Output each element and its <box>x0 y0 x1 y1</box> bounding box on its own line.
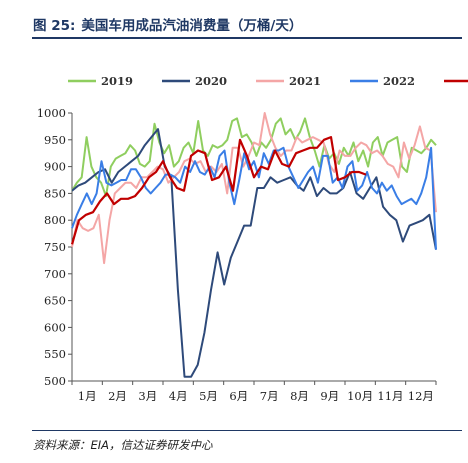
x-tick-label: 5月 <box>199 389 218 403</box>
x-tick-label: 7月 <box>260 389 279 403</box>
series-line-2022 <box>71 146 437 250</box>
series-line-2019 <box>71 117 437 198</box>
y-tick-label: 950 <box>44 133 66 147</box>
line-chart: 500 550 600 650 700 750 800 850 900 950 1000 1月 2月 3月… <box>37 74 468 403</box>
x-tick-label: 11月 <box>377 389 403 403</box>
x-tick-label: 9月 <box>320 389 339 403</box>
y-tick-label: 650 <box>44 294 66 308</box>
y-tick-label: 900 <box>44 160 66 174</box>
y-tick-label: 600 <box>44 320 66 334</box>
series-line-2023 <box>70 136 367 245</box>
legend-label-2021: 2021 <box>289 74 321 88</box>
x-tick-label: 4月 <box>169 389 188 403</box>
y-tick-label: 550 <box>44 347 66 361</box>
x-tick-label: 3月 <box>138 389 157 403</box>
legend-label-2019: 2019 <box>101 74 133 88</box>
y-tick-label: 800 <box>44 213 66 227</box>
x-tick-label: 10月 <box>347 389 373 403</box>
y-tick-label: 500 <box>44 374 66 388</box>
title-divider <box>32 37 462 39</box>
y-tick-label: 850 <box>44 186 66 200</box>
x-tick-label: 8月 <box>290 389 309 403</box>
x-tick-label: 12月 <box>408 389 434 403</box>
series-line-2020 <box>71 128 437 378</box>
legend-label-2020: 2020 <box>195 74 227 88</box>
series-line-2021 <box>71 112 437 265</box>
x-tick-label: 2月 <box>108 389 127 403</box>
y-tick-label: 1000 <box>37 106 66 120</box>
x-tick-label: 1月 <box>78 389 97 403</box>
figure-caption: 美国车用成品汽油消费量（万桶/天） <box>81 18 303 34</box>
source-divider <box>32 430 462 431</box>
x-tick-label: 6月 <box>229 389 248 403</box>
y-tick-label: 750 <box>44 240 66 254</box>
figure-title: 图 25: 美国车用成品汽油消费量（万桶/天） <box>33 14 302 34</box>
legend-label-2022: 2022 <box>383 74 415 88</box>
y-tick-label: 700 <box>44 267 66 281</box>
source-note: 资料来源：EIA，信达证券研发中心 <box>33 438 213 452</box>
figure-number: 图 25: <box>33 18 76 34</box>
